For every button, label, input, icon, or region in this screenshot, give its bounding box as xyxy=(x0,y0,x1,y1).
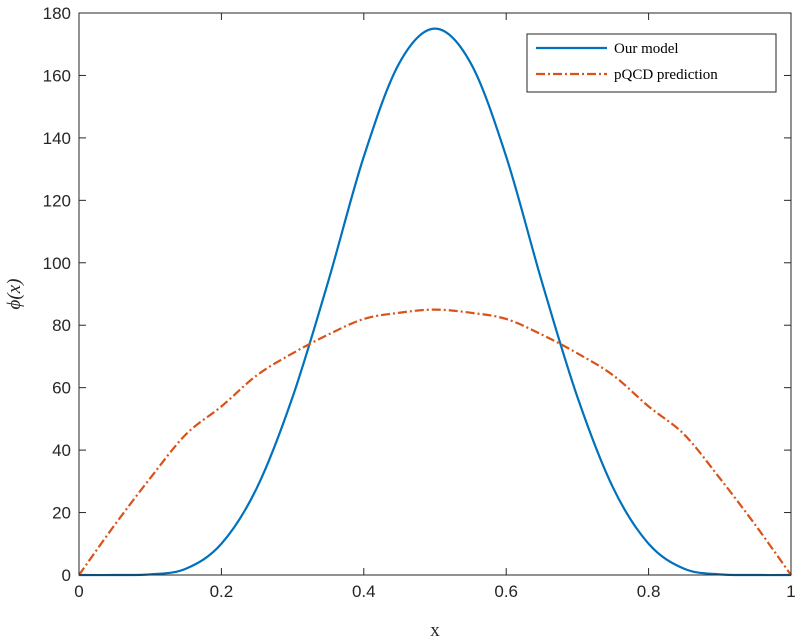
x-tick-label: 0 xyxy=(74,582,83,601)
x-tick-label: 0.6 xyxy=(494,582,518,601)
series-line-pqcd-prediction xyxy=(78,308,792,576)
series-line-our-model xyxy=(78,27,792,577)
legend: Our model pQCD prediction xyxy=(526,33,777,93)
legend-label-pqcd: pQCD prediction xyxy=(614,67,718,83)
y-tick-label: 0 xyxy=(62,566,71,585)
y-axis-ticks: 0 20 40 60 80 100 120 140 160 180 xyxy=(43,4,791,585)
y-axis-title: ϕ(x) xyxy=(4,279,25,310)
y-tick-label: 100 xyxy=(43,254,71,273)
series-layer xyxy=(78,27,792,577)
y-tick-label: 20 xyxy=(52,504,71,523)
plot-frame xyxy=(78,12,792,576)
y-tick-label: 60 xyxy=(52,379,71,398)
x-tick-label: 0.8 xyxy=(637,582,661,601)
x-tick-label: 1 xyxy=(786,582,795,601)
y-tick-label: 160 xyxy=(43,66,71,85)
y-tick-label: 80 xyxy=(52,316,71,335)
x-tick-label: 0.2 xyxy=(210,582,234,601)
y-tick-label: 40 xyxy=(52,441,71,460)
x-axis-title: x xyxy=(430,620,440,641)
x-tick-label: 0.4 xyxy=(352,582,376,601)
legend-label-our-model: Our model xyxy=(614,41,679,57)
x-axis-ticks: 0 0.2 0.4 0.6 0.8 1 xyxy=(74,13,796,601)
y-tick-label: 140 xyxy=(43,129,71,148)
legend-box xyxy=(526,33,777,93)
plot-area xyxy=(79,13,791,575)
y-tick-label: 180 xyxy=(43,4,71,23)
y-tick-label: 120 xyxy=(43,191,71,210)
